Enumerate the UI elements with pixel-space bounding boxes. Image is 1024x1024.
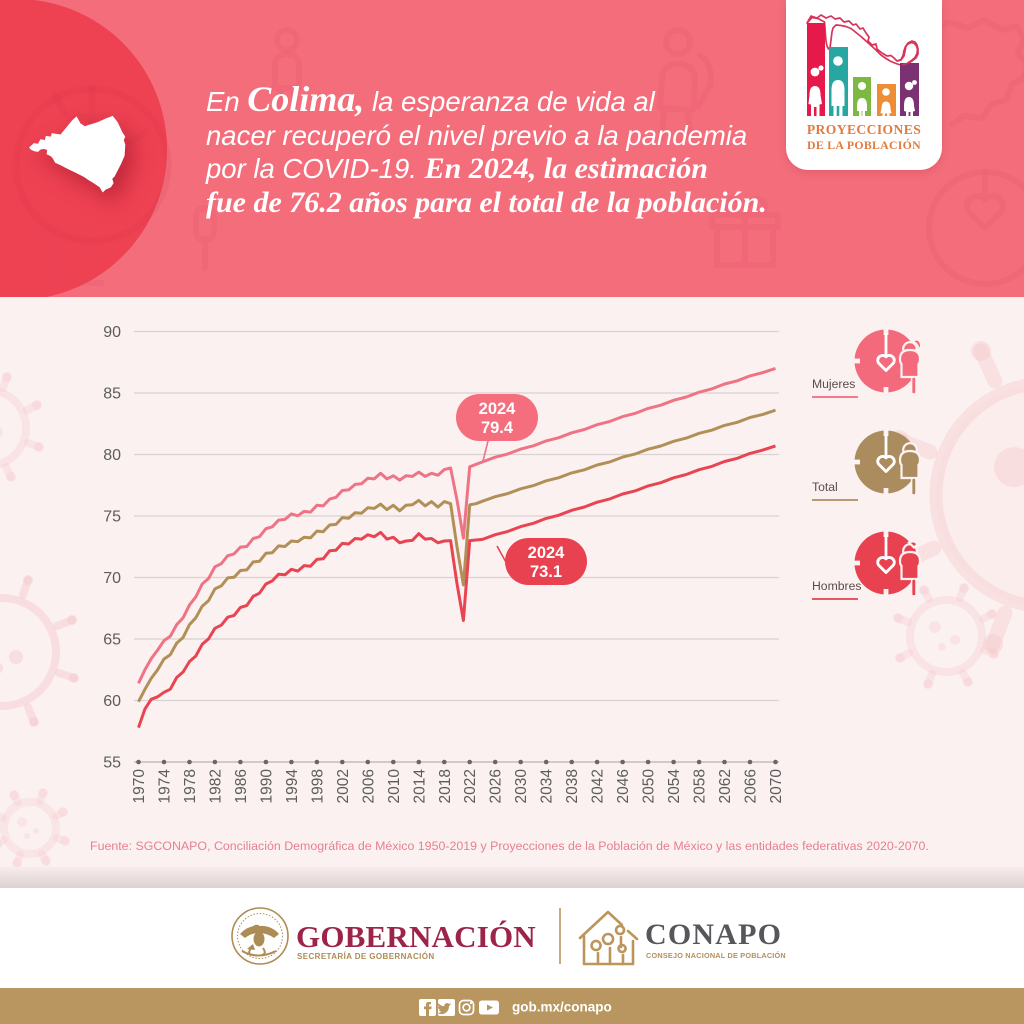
svg-text:gob.mx/conapo: gob.mx/conapo: [512, 1000, 612, 1015]
svg-text:CONAPO: CONAPO: [645, 918, 782, 951]
svg-text:2034: 2034: [539, 769, 556, 804]
svg-text:2002: 2002: [335, 769, 352, 803]
svg-text:2026: 2026: [488, 769, 505, 803]
svg-text:2022: 2022: [462, 769, 479, 803]
svg-text:1990: 1990: [258, 769, 275, 804]
svg-text:2042: 2042: [590, 769, 607, 803]
svg-text:GOBERNACIÓN: GOBERNACIÓN: [296, 919, 536, 954]
svg-text:2014: 2014: [411, 769, 428, 804]
svg-text:1986: 1986: [233, 769, 250, 803]
svg-text:2062: 2062: [717, 769, 734, 803]
svg-text:CONSEJO NACIONAL DE POBLACIÓN: CONSEJO NACIONAL DE POBLACIÓN: [646, 951, 786, 960]
svg-text:60: 60: [103, 693, 121, 710]
svg-text:DE LA POBLACIÓN: DE LA POBLACIÓN: [807, 138, 921, 152]
svg-text:1994: 1994: [284, 769, 301, 804]
svg-text:2018: 2018: [437, 769, 454, 803]
svg-text:2070: 2070: [768, 769, 785, 804]
svg-text:2046: 2046: [615, 769, 632, 803]
svg-text:Hombres: Hombres: [812, 579, 861, 593]
svg-text:PROYECCIONES: PROYECCIONES: [807, 122, 921, 137]
svg-text:Mujeres: Mujeres: [812, 377, 855, 391]
svg-text:2006: 2006: [360, 769, 377, 803]
svg-text:2058: 2058: [692, 769, 709, 803]
svg-text:80: 80: [103, 447, 121, 464]
svg-text:2024: 2024: [528, 544, 566, 562]
svg-text:70: 70: [103, 570, 121, 587]
svg-text:2024: 2024: [479, 400, 517, 418]
svg-text:2054: 2054: [666, 769, 683, 804]
svg-text:2066: 2066: [743, 769, 760, 803]
svg-text:75: 75: [103, 509, 121, 526]
svg-text:90: 90: [103, 324, 121, 341]
svg-text:2038: 2038: [564, 769, 581, 803]
svg-text:1974: 1974: [157, 769, 174, 804]
svg-text:1998: 1998: [309, 769, 326, 803]
svg-text:SECRETARÍA DE GOBERNACIÓN: SECRETARÍA DE GOBERNACIÓN: [297, 952, 435, 961]
svg-text:55: 55: [103, 755, 121, 772]
svg-text:73.1: 73.1: [530, 563, 562, 581]
svg-text:1982: 1982: [207, 769, 224, 803]
svg-text:1970: 1970: [131, 769, 148, 804]
svg-text:2010: 2010: [386, 769, 403, 804]
svg-text:85: 85: [103, 386, 121, 403]
svg-text:1978: 1978: [182, 769, 199, 803]
svg-text:2050: 2050: [641, 769, 658, 804]
svg-text:79.4: 79.4: [481, 419, 514, 437]
svg-text:2030: 2030: [513, 769, 530, 804]
svg-text:65: 65: [103, 632, 121, 649]
svg-text:Total: Total: [812, 480, 838, 494]
